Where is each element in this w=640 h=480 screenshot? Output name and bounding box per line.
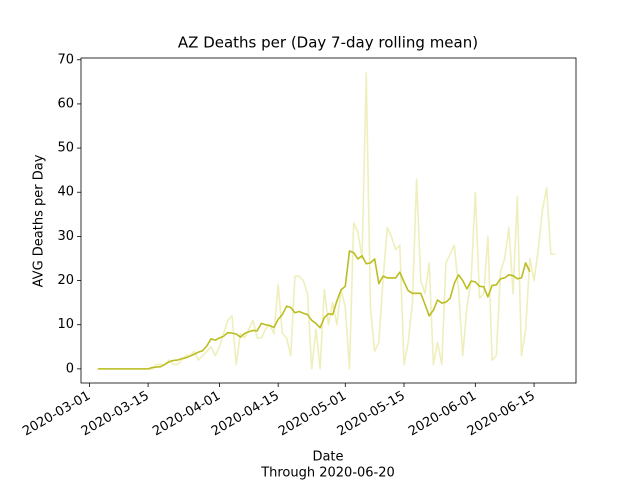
y-tick-label: 30 — [57, 229, 74, 244]
plot-frame — [80, 57, 577, 384]
caption: Through 2020-06-20 — [260, 466, 395, 480]
y-tick-label: 0 — [66, 361, 74, 376]
y-tick-label: 40 — [57, 185, 74, 200]
y-tick-label: 10 — [57, 317, 74, 332]
y-tick-label: 20 — [57, 273, 74, 288]
y-tick-label: 70 — [57, 52, 74, 67]
chart-title: AZ Deaths per (Day 7-day rolling mean) — [178, 34, 478, 52]
y-tick-label: 60 — [57, 96, 74, 111]
y-axis-label: AVG Deaths per Day — [32, 154, 47, 287]
series-line — [97, 72, 556, 370]
x-axis-label: Date — [312, 450, 343, 465]
series-line — [97, 250, 531, 370]
y-tick-label: 50 — [57, 141, 74, 156]
